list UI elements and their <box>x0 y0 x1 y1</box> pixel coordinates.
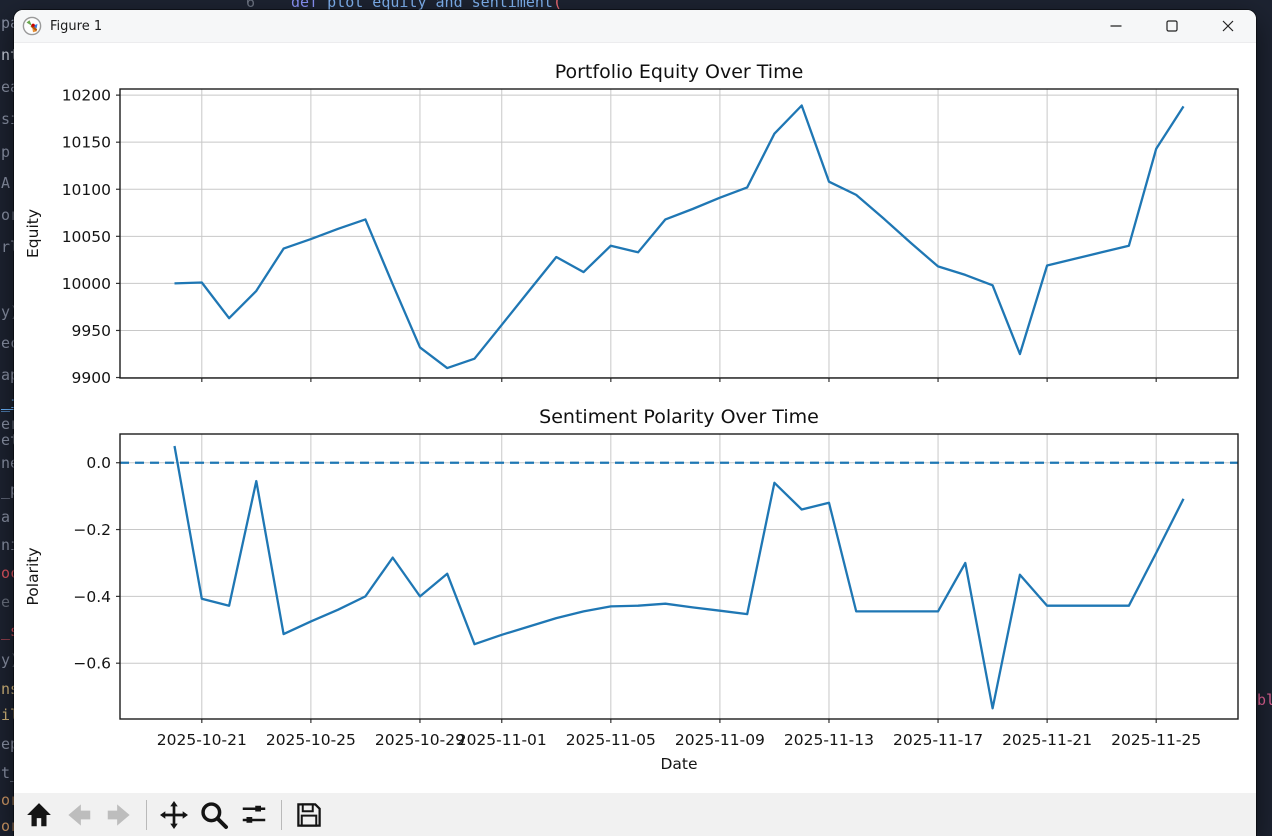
x-tick-label: 2025-11-13 <box>784 731 874 749</box>
x-tick-label: 2025-10-25 <box>266 731 356 749</box>
maximize-icon <box>1166 20 1178 32</box>
polarity-ylabel: Polarity <box>24 547 42 605</box>
y-tick-label: 10050 <box>62 228 111 246</box>
magnifier-icon <box>201 801 228 829</box>
x-tick-label: 2025-11-25 <box>1111 731 1201 749</box>
y-tick-label: 10200 <box>62 87 111 105</box>
back-button[interactable] <box>60 796 98 834</box>
y-tick-label: 10100 <box>62 181 111 199</box>
equity-line <box>174 104 1185 370</box>
figure-svg[interactable]: 9900 9950 10000 10050 10100 10150 10200 Portfol… <box>14 43 1256 793</box>
toolbar-separator <box>146 799 147 830</box>
close-icon <box>1222 20 1234 32</box>
minimize-button[interactable] <box>1088 10 1144 42</box>
code-fragment: bl <box>1257 691 1272 709</box>
x-tick-label: 2025-11-01 <box>457 731 547 749</box>
matplotlib-toolbar <box>14 793 1256 836</box>
y-tick-label: 9950 <box>72 322 111 340</box>
pan-icon <box>160 800 188 829</box>
equity-ylabel: Equity <box>24 209 42 258</box>
y-tick-label: 10000 <box>62 275 111 293</box>
x-tick-label: 2025-11-09 <box>675 731 765 749</box>
x-tick-label: 2025-11-05 <box>566 731 656 749</box>
background-code-line: 6 def plot_equity_and_sentiment( <box>246 0 562 11</box>
back-arrow-icon <box>68 803 91 826</box>
code-fragment: e <box>1 593 11 611</box>
zoom-button[interactable] <box>195 796 233 834</box>
equity-axes: 9900 9950 10000 10050 10100 10150 10200 Portfol… <box>24 61 1239 387</box>
home-icon <box>27 802 51 826</box>
maximize-button[interactable] <box>1144 10 1200 42</box>
x-tick-label: 2025-11-17 <box>893 731 983 749</box>
window-titlebar[interactable]: Figure 1 <box>14 10 1256 43</box>
minimize-icon <box>1110 25 1122 27</box>
figure-window: Figure 1 9900 9950 10000 10050 10100 10150 102… <box>14 10 1256 836</box>
polarity-axes: 2025-10-21 2025-10-25 2025-10-292025-11-01… <box>24 406 1239 773</box>
y-tick-label: −0.4 <box>73 588 111 606</box>
x-tick-label: 2025-11-21 <box>1002 731 1092 749</box>
x-tick-label: 2025-10-29 <box>375 731 465 749</box>
x-tick-label: 2025-10-21 <box>157 731 247 749</box>
close-button[interactable] <box>1200 10 1256 42</box>
code-fragment: a <box>1 508 11 526</box>
save-button[interactable] <box>290 796 328 834</box>
code-fragment: p <box>1 143 11 161</box>
polarity-title: Sentiment Polarity Over Time <box>539 406 819 428</box>
xlabel: Date <box>660 755 697 773</box>
figure-canvas[interactable]: 9900 9950 10000 10050 10100 10150 10200 Portfol… <box>14 43 1256 793</box>
forward-button[interactable] <box>100 796 138 834</box>
sliders-icon <box>242 805 266 823</box>
y-tick-label: 9900 <box>72 369 111 387</box>
window-title: Figure 1 <box>50 18 103 34</box>
matplotlib-icon <box>22 16 42 36</box>
toolbar-separator <box>281 799 282 830</box>
y-tick-label: −0.6 <box>73 655 111 673</box>
y-tick-label: 0.0 <box>86 454 111 472</box>
subplots-button[interactable] <box>235 796 273 834</box>
y-tick-label: 10150 <box>62 134 111 152</box>
code-fragment: A <box>1 174 11 192</box>
equity-title: Portfolio Equity Over Time <box>555 61 804 83</box>
y-tick-label: −0.2 <box>73 521 111 539</box>
save-icon <box>297 802 321 827</box>
home-button[interactable] <box>20 796 58 834</box>
forward-arrow-icon <box>107 803 130 826</box>
polarity-line <box>173 445 1185 710</box>
pan-button[interactable] <box>155 796 193 834</box>
